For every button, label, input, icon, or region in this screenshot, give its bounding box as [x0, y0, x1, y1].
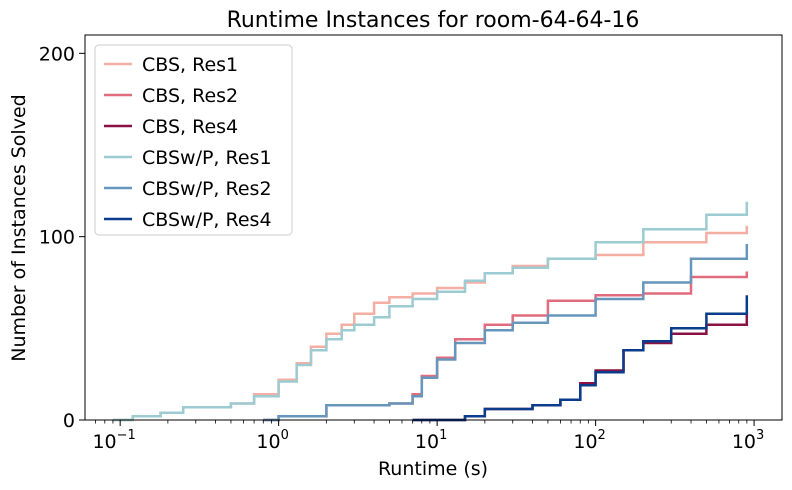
x-tick-label: 102 [573, 428, 605, 453]
series-line-5 [263, 244, 749, 422]
y-tick-label: 200 [39, 43, 75, 65]
series-line-6 [412, 295, 749, 422]
x-axis-label: Runtime (s) [378, 458, 488, 480]
legend-label-5: CBSw/P, Res2 [142, 178, 272, 200]
legend-label-1: CBS, Res1 [142, 54, 238, 76]
chart-title: Runtime Instances for room-64-64-16 [227, 8, 640, 33]
y-tick-label: 100 [39, 227, 75, 249]
plot-frame [84, 34, 783, 421]
x-tick-label: 103 [732, 428, 764, 453]
series-line-4 [112, 201, 749, 422]
x-tick-label: 101 [415, 428, 447, 453]
legend-frame [94, 44, 293, 236]
y-axis-label: Number of Instances Solved [8, 94, 30, 361]
series-layer [112, 201, 749, 422]
legend-label-6: CBSw/P, Res4 [142, 209, 272, 231]
legend-label-3: CBS, Res4 [142, 116, 238, 138]
x-tick-label: 100 [256, 428, 288, 453]
legend-label-4: CBSw/P, Res1 [142, 147, 272, 169]
x-tick-label: 10−1 [92, 428, 135, 453]
ticks-layer: 10−1 100 101 102 103 0 100 200 [39, 43, 765, 453]
legend-label-2: CBS, Res2 [142, 85, 238, 107]
legend: CBS, Res1 CBS, Res2 CBS, Res4 CBSw/P, Res1 C… [94, 44, 293, 236]
y-tick-label: 0 [63, 410, 75, 432]
